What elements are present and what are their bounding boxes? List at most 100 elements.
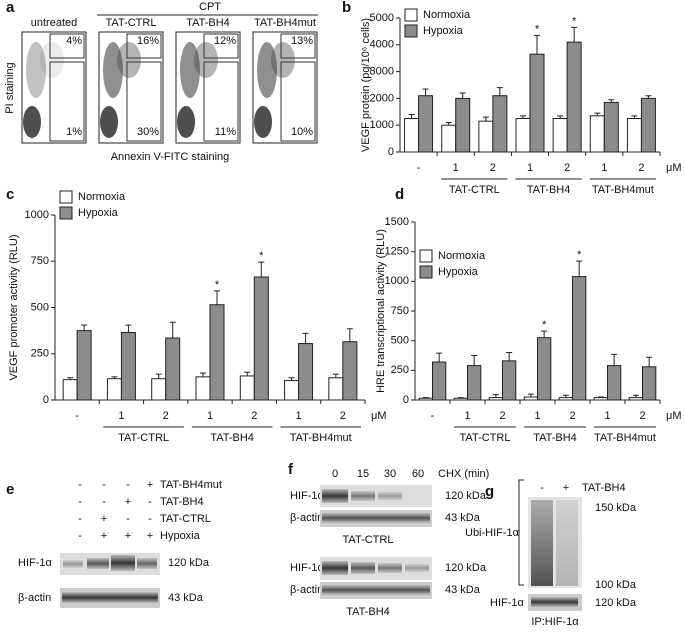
time-label: 15 — [357, 468, 369, 480]
band — [378, 492, 402, 500]
x-tick-label: 2 — [340, 410, 346, 422]
x-tick-label: 1 — [453, 162, 459, 174]
panel-label: f — [288, 461, 294, 478]
blot-label: β-actin — [290, 512, 323, 524]
x-tick-label: - — [417, 162, 421, 174]
sign: - — [102, 496, 106, 508]
legend-label: Hypoxia — [423, 25, 464, 37]
band — [322, 489, 348, 503]
error-bar — [422, 88, 429, 96]
panel-label: c — [6, 186, 14, 203]
error-bar — [346, 328, 353, 342]
significance: * — [259, 250, 264, 262]
condition-label: TAT-BH4 — [186, 17, 230, 29]
y-tick-label: 1000 — [25, 209, 49, 221]
bar — [607, 365, 622, 401]
y-tick-label: 250 — [391, 364, 409, 376]
size-label: 150 kDa — [595, 502, 637, 514]
gate — [49, 61, 85, 142]
size-label: 120 kDa — [445, 562, 487, 574]
bar — [342, 341, 358, 401]
blot-label: HIF-1α — [290, 490, 325, 502]
sign: - — [102, 479, 106, 491]
bar — [120, 331, 136, 401]
bar — [432, 361, 447, 401]
x-tick-label: 2 — [564, 162, 570, 174]
blot-label: HIF-1α — [290, 562, 325, 574]
x-tick-label: 1 — [534, 410, 540, 422]
error-bar — [571, 26, 578, 43]
error-bar — [436, 352, 443, 363]
bar — [572, 276, 587, 401]
gate — [126, 33, 162, 59]
bar — [502, 360, 517, 401]
group-label: TAT-BH4 — [527, 184, 571, 196]
legend-swatch — [404, 24, 418, 38]
bar — [628, 397, 644, 401]
bar — [106, 378, 122, 401]
bar — [62, 379, 78, 401]
cluster — [23, 106, 41, 138]
sign: + — [125, 530, 131, 542]
sign: - — [148, 496, 152, 508]
error-bar — [459, 92, 466, 99]
blot-label: HIF-1α — [18, 557, 53, 569]
error-bar — [562, 394, 569, 398]
treatment-label: TAT-BH4 — [582, 482, 626, 494]
percent-label: 30% — [137, 126, 159, 138]
error-bar — [81, 324, 88, 331]
y-tick-label: 2000 — [370, 92, 394, 104]
error-bar — [608, 99, 615, 103]
error-bar — [645, 95, 652, 99]
error-bar — [422, 397, 429, 399]
bar — [195, 376, 211, 401]
bar — [76, 330, 92, 401]
unit-label: μM — [666, 162, 682, 174]
y-tick-label: 4000 — [370, 39, 394, 51]
panel-label: d — [395, 186, 404, 203]
x-tick-label: 2 — [638, 162, 644, 174]
error-bar — [597, 396, 604, 398]
legend-label: Hypoxia — [78, 207, 119, 219]
cluster — [271, 42, 295, 78]
panel-label: e — [6, 481, 14, 498]
band — [87, 558, 109, 569]
bar — [603, 101, 619, 153]
error-bar — [471, 355, 478, 366]
gate — [126, 61, 162, 142]
error-bar — [155, 373, 162, 379]
error-bar — [631, 115, 638, 119]
error-bar — [611, 353, 618, 366]
bar — [492, 95, 508, 153]
legend-swatch — [419, 249, 433, 263]
y-tick-label: 0 — [403, 394, 409, 406]
size-label: 100 kDa — [595, 579, 637, 591]
error-bar — [594, 112, 601, 116]
sign: - — [78, 513, 82, 525]
blot-label: β-actin — [290, 584, 323, 596]
sign: - — [78, 530, 82, 542]
bar — [239, 375, 255, 401]
legend-swatch — [419, 265, 433, 279]
x-tick-label: 1 — [296, 410, 302, 422]
cluster — [254, 106, 272, 138]
bar — [418, 95, 434, 153]
sign: + — [101, 513, 107, 525]
significance: * — [542, 319, 547, 331]
bar — [209, 304, 225, 401]
legend-label: Normoxia — [438, 250, 486, 262]
percent-label: 4% — [66, 35, 82, 47]
condition-label: untreated — [31, 17, 77, 29]
legend-label: Normoxia — [78, 191, 126, 203]
bar — [253, 276, 269, 401]
y-tick-label: 250 — [31, 348, 49, 360]
sign: - — [148, 513, 152, 525]
bar — [589, 115, 605, 153]
x-tick-label: - — [75, 410, 79, 422]
legend-swatch — [59, 206, 73, 220]
band — [137, 558, 157, 569]
cluster — [40, 42, 64, 78]
y-tick-label: 3000 — [370, 66, 394, 78]
error-bar — [214, 290, 220, 305]
group-label: TAT-CTRL — [449, 184, 500, 196]
